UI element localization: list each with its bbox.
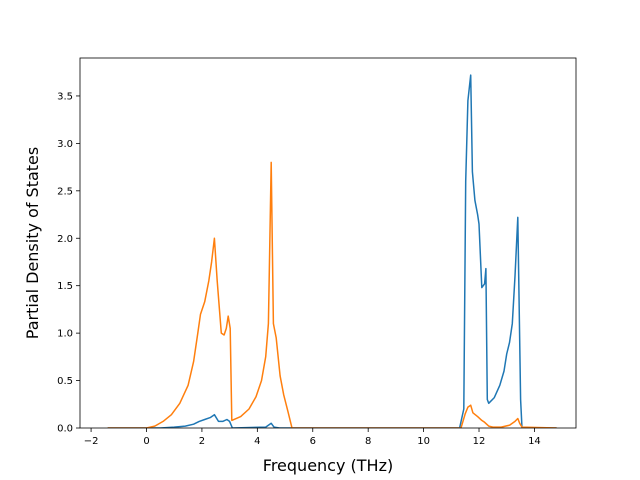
series-layer [107, 74, 557, 428]
y-tick-label: 0.0 [57, 424, 73, 435]
series-line-1 [107, 74, 557, 428]
x-tick-label: 4 [254, 436, 260, 447]
x-tick-label: 14 [528, 436, 541, 447]
x-tick-label: 0 [143, 436, 149, 447]
x-tick-label: −2 [84, 436, 99, 447]
y-axis: 0.0 0.5 1.0 1.5 2.0 2.5 3.0 3.5 [57, 91, 80, 435]
x-tick-label: 2 [199, 436, 205, 447]
x-tick-label: 12 [473, 436, 486, 447]
y-tick-label: 3.0 [57, 139, 73, 150]
y-tick-label: 1.0 [57, 329, 73, 340]
x-tick-label: 8 [365, 436, 371, 447]
x-tick-label: 10 [417, 436, 430, 447]
x-axis: −2 0 2 4 6 8 10 12 14 [84, 428, 541, 447]
x-axis-label: Frequency (THz) [263, 456, 393, 475]
y-tick-label: 0.5 [57, 376, 73, 387]
y-tick-label: 2.5 [57, 186, 73, 197]
x-tick-label: 6 [310, 436, 316, 447]
y-tick-label: 3.5 [57, 91, 73, 102]
plot-frame [79, 57, 577, 429]
y-tick-label: 1.5 [57, 281, 73, 292]
series-line-2 [107, 161, 557, 428]
y-tick-label: 2.0 [57, 234, 73, 245]
y-axis-label: Partial Density of States [23, 147, 42, 339]
